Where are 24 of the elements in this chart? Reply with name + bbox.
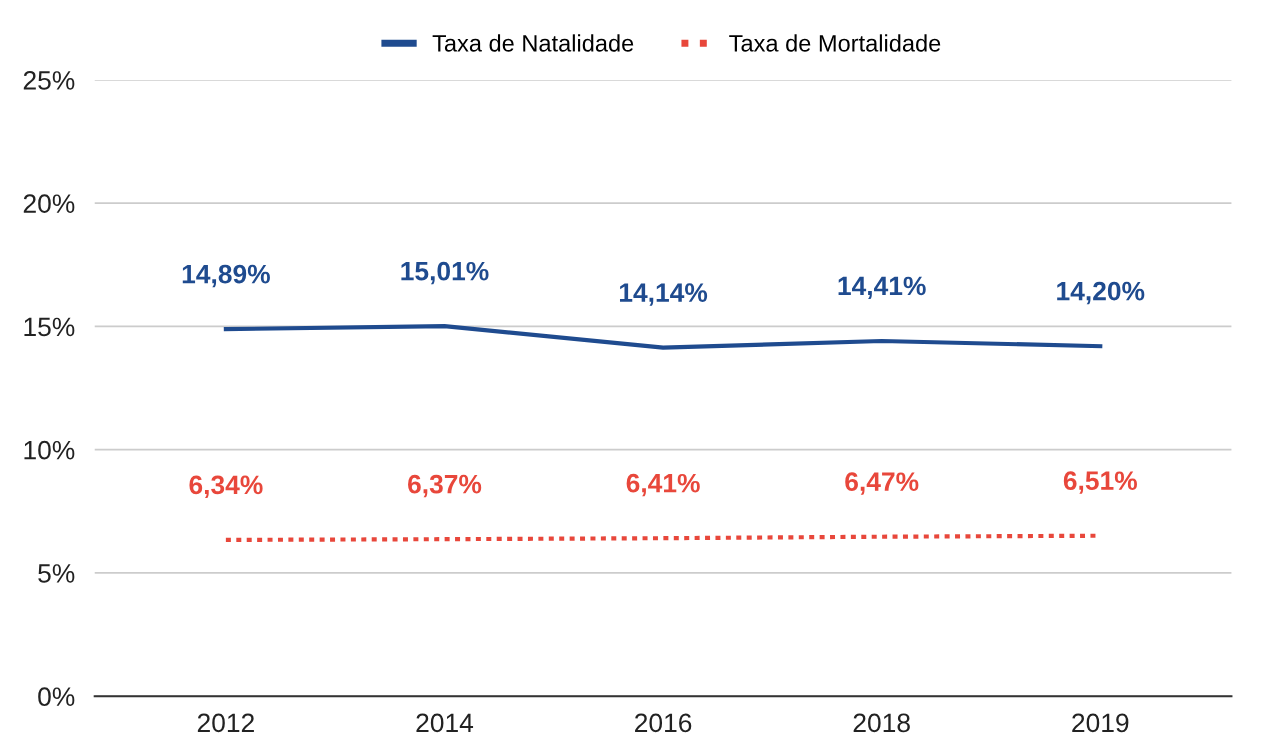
data-label: 14,89% [182,264,270,288]
legend-label: Taxa de Natalidade [432,34,634,52]
x-tick-label: 2019 [1072,713,1129,733]
line-series [223,324,1103,350]
data-label: 14,20% [1057,281,1145,305]
y-tick-label: 15% [24,317,75,337]
data-label: 6,41% [626,473,700,497]
data-label: 14,41% [838,276,926,300]
data-label: 6,51% [1063,471,1137,494]
x-tick-label: 2014 [416,713,474,733]
data-label: 6,34% [189,475,263,499]
data-label: 6,37% [408,474,482,498]
data-label: 15,01% [401,261,489,285]
y-tick-label: 0% [38,687,75,707]
data-label: 6,47% [845,472,919,495]
legend-label: Taxa de Mortalidade [729,34,941,52]
x-tick-label: 2012 [197,713,254,733]
data-label: 14,14% [619,283,708,306]
y-tick-label: 20% [23,194,75,214]
y-tick-label: 25% [23,71,75,90]
x-tick-label: 2016 [635,713,692,733]
y-tick-label: 5% [38,564,75,583]
y-tick-label: 10% [24,440,75,460]
x-tick-label: 2018 [853,713,910,733]
